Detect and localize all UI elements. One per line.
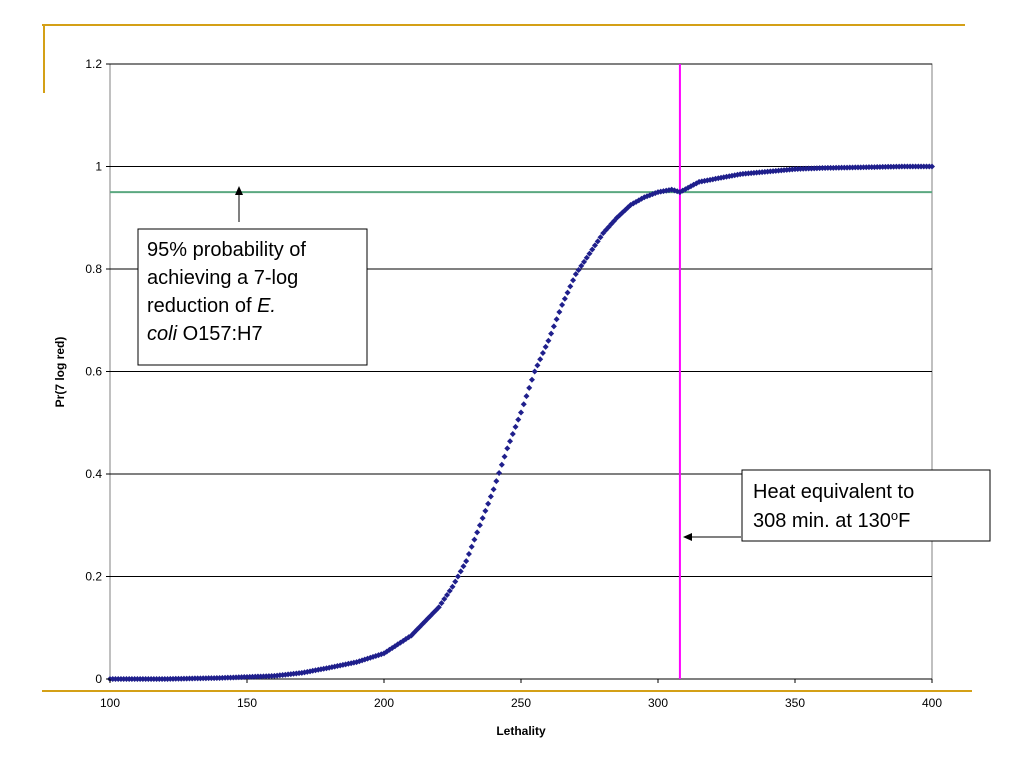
data-point xyxy=(575,267,582,274)
reference-lines xyxy=(110,64,932,679)
data-point xyxy=(512,423,519,430)
y-tick-label: 0.8 xyxy=(85,262,102,276)
y-tick-label: 0.2 xyxy=(85,570,102,584)
data-point xyxy=(498,461,505,468)
x-tick-label: 100 xyxy=(100,696,120,710)
data-point xyxy=(460,563,467,570)
data-point xyxy=(446,587,453,594)
data-point xyxy=(548,330,555,337)
callout-text-segment: coli xyxy=(147,323,178,345)
data-point xyxy=(504,445,511,452)
data-point xyxy=(509,431,516,438)
callout-text-segment: E. xyxy=(257,295,276,317)
data-point xyxy=(471,536,478,543)
callout-text-segment: o xyxy=(891,508,898,523)
data-point xyxy=(589,246,596,253)
callout-text-segment: O157:H7 xyxy=(177,323,263,345)
data-point xyxy=(586,250,593,257)
data-point xyxy=(572,271,579,278)
data-point xyxy=(493,478,500,485)
data-point xyxy=(479,515,486,522)
data-point xyxy=(564,289,571,296)
data-series xyxy=(107,163,935,682)
data-point xyxy=(482,507,489,514)
x-tick-label: 300 xyxy=(648,696,668,710)
data-point xyxy=(501,453,508,460)
data-point xyxy=(550,323,557,330)
callout-heat-box xyxy=(741,469,991,542)
data-point xyxy=(520,401,527,408)
y-tick-labels: 0 0.2 0.4 0.6 0.8 1 1.2 xyxy=(85,57,110,686)
data-point xyxy=(542,343,549,350)
x-axis-title: Lethality xyxy=(496,724,546,738)
data-point xyxy=(465,550,472,557)
data-point xyxy=(929,163,935,170)
data-point xyxy=(496,469,503,476)
data-point xyxy=(545,337,552,344)
data-point xyxy=(438,600,445,607)
x-tick-label: 150 xyxy=(237,696,257,710)
data-point xyxy=(594,238,601,245)
data-point xyxy=(567,283,574,290)
data-point xyxy=(490,486,497,493)
callout-text-segment: 308 min. at 130 xyxy=(753,510,891,532)
data-point xyxy=(457,568,464,575)
data-point xyxy=(454,573,461,580)
data-point xyxy=(435,604,442,611)
data-point xyxy=(518,409,524,416)
x-tick-label: 200 xyxy=(374,696,394,710)
callout-probability-text: 95% probability of achieving a 7-log reduc… xyxy=(147,239,306,345)
arrow-head-left-icon xyxy=(683,533,692,541)
data-point xyxy=(476,522,483,529)
x-tick-label: 400 xyxy=(922,696,942,710)
callout-text-segment: reduction of xyxy=(147,295,257,317)
data-point xyxy=(559,301,566,308)
callout-text-segment: 95% probability of xyxy=(147,239,306,261)
data-point xyxy=(570,277,577,284)
y-tick-label: 0.4 xyxy=(85,467,102,481)
data-point xyxy=(474,529,481,536)
data-point xyxy=(468,543,475,550)
data-point xyxy=(463,558,470,565)
data-point xyxy=(523,393,530,400)
data-point xyxy=(539,350,546,357)
y-tick-label: 0 xyxy=(95,672,102,686)
data-point xyxy=(581,258,588,265)
data-point xyxy=(485,500,492,507)
data-point xyxy=(507,438,514,445)
y-tick-label: 1 xyxy=(95,160,102,174)
y-tick-label: 0.6 xyxy=(85,365,102,379)
x-tick-label: 350 xyxy=(785,696,805,710)
x-tick-label: 250 xyxy=(511,696,531,710)
y-tick-label: 1.2 xyxy=(85,57,102,71)
callout-probability-box xyxy=(137,228,368,366)
callout-text-segment: F xyxy=(898,510,910,532)
callout-heat-text: Heat equivalent to 308 min. at 130oF xyxy=(753,481,914,532)
data-point xyxy=(452,578,459,585)
y-axis-title: Pr(7 log red) xyxy=(53,337,67,408)
data-point xyxy=(561,295,568,302)
data-point xyxy=(591,242,598,249)
data-point xyxy=(526,384,533,391)
data-point xyxy=(578,262,585,269)
arrow-head-up-icon xyxy=(235,186,243,195)
data-point xyxy=(444,591,451,598)
data-point xyxy=(515,416,522,423)
data-point xyxy=(583,254,590,261)
data-point xyxy=(487,493,494,500)
callout-text-segment: Heat equivalent to xyxy=(753,481,914,503)
data-point xyxy=(449,583,456,590)
data-point xyxy=(537,356,544,363)
data-point xyxy=(534,362,541,369)
data-point xyxy=(553,316,560,323)
data-point xyxy=(597,234,604,241)
data-point xyxy=(556,309,563,316)
data-point xyxy=(441,596,448,603)
x-tick-labels: 100 150 200 250 300 350 400 xyxy=(100,679,942,710)
callout-text-segment: achieving a 7-log xyxy=(147,267,298,289)
data-point xyxy=(531,368,538,375)
data-point xyxy=(528,376,535,383)
